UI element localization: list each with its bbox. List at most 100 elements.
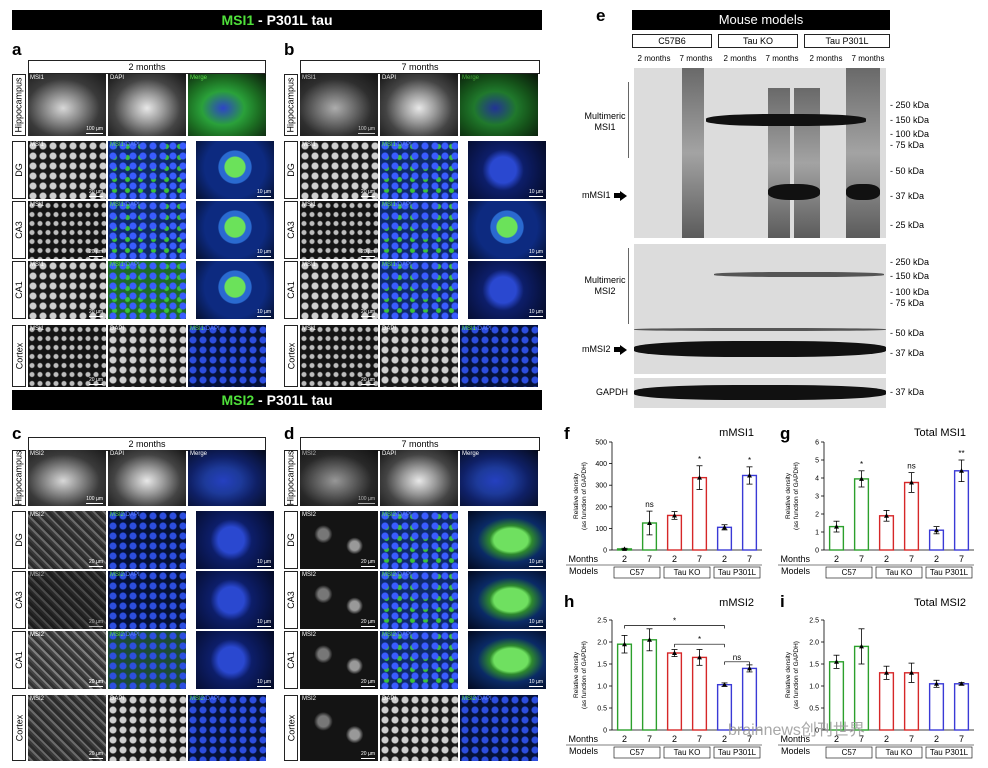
blot-msi2 bbox=[634, 244, 886, 374]
hippocampus-row: MSI1 100 µm DAPI Merge bbox=[28, 74, 266, 136]
model-group-label: Tau KO bbox=[886, 568, 913, 577]
months-label: Months bbox=[568, 734, 598, 744]
month-tick-label: 7 bbox=[859, 554, 864, 564]
y-tick-label: 100 bbox=[595, 526, 607, 533]
kda-marker: 37 kDa bbox=[890, 191, 925, 201]
micrograph: MSI1 20 µm bbox=[28, 261, 106, 319]
micrograph: 10 µm bbox=[468, 141, 546, 199]
y-axis-label-line: Relative density bbox=[785, 472, 792, 519]
blot-gapdh bbox=[634, 378, 886, 408]
micrograph: Merge bbox=[188, 74, 266, 136]
micrograph: DAPI bbox=[108, 450, 186, 506]
model-group-label: Tau P301L bbox=[930, 748, 969, 757]
data-point bbox=[747, 472, 752, 478]
data-point bbox=[909, 480, 914, 485]
data-point bbox=[672, 650, 677, 655]
micrograph: MSI1 20 µm bbox=[300, 201, 378, 259]
month-tick-label: 7 bbox=[747, 734, 752, 744]
bar bbox=[691, 656, 708, 731]
multimeric-msi2-label: Multimeric MSI2 bbox=[584, 275, 626, 296]
micrograph: MSI1/DAPI bbox=[108, 261, 186, 319]
model-group-label: C57 bbox=[630, 568, 645, 577]
kda-marker: 50 kDa bbox=[890, 166, 925, 176]
hippocampus-row: MSI2 100 µm DAPI Merge bbox=[28, 450, 266, 506]
month-tick-label: 7 bbox=[859, 734, 864, 744]
kda-marker: 75 kDa bbox=[890, 298, 925, 308]
model-group-box bbox=[613, 566, 661, 579]
region-label: CA3 bbox=[284, 571, 298, 629]
blot-msi1 bbox=[634, 68, 886, 238]
timepoint-box: 2 months bbox=[28, 437, 266, 451]
significance-label: ** bbox=[958, 449, 964, 458]
y-axis-label-line: Relative density bbox=[785, 651, 792, 698]
micrograph: MSI1 20 µm bbox=[300, 325, 378, 387]
data-point bbox=[859, 643, 864, 649]
models-label: Models bbox=[781, 746, 811, 756]
month-tick-label: 2 bbox=[934, 554, 939, 564]
y-axis-label-line: (as function of GAPDH) bbox=[793, 641, 800, 709]
d-region-grid: MSI2 20 µm MSI2/DAPI 10 µm MSI2 20 µm MSI2… bbox=[300, 511, 546, 689]
bar bbox=[641, 639, 658, 731]
micrograph: Merge bbox=[188, 450, 266, 506]
kda-marker: 37 kDa bbox=[890, 348, 925, 358]
month-tick-label: 2 bbox=[622, 554, 627, 564]
month-tick-label: 7 bbox=[959, 554, 964, 564]
month-tick-label: 2 bbox=[884, 554, 889, 564]
data-point bbox=[934, 527, 939, 533]
y-tick-label: 0.5 bbox=[597, 706, 607, 713]
micrograph: MSI1 20 µm bbox=[28, 201, 106, 259]
multimeric-msi1-label: Multimeric MSI1 bbox=[584, 111, 626, 132]
kda-marker: 150 kDa bbox=[890, 115, 930, 125]
y-axis-label-line: (as function of GAPDH) bbox=[581, 641, 588, 709]
panel-label-b: b bbox=[284, 40, 295, 59]
y-axis-label: Relative density (as function of GAPDH) bbox=[573, 462, 588, 530]
chart-g: Total MSI1 Relative density (as function o… bbox=[778, 427, 974, 579]
y-tick-label: 400 bbox=[595, 461, 607, 468]
micrograph: MSI2/DAPI bbox=[108, 571, 186, 629]
panel-label-i: i bbox=[780, 592, 785, 611]
micrograph: Merge bbox=[460, 450, 538, 506]
micrograph: MSI1/DAPI bbox=[108, 201, 186, 259]
timepoint-box: 7 months bbox=[300, 437, 540, 451]
y-tick-label: 4 bbox=[815, 476, 819, 483]
model-group-label: Tau KO bbox=[674, 568, 701, 577]
month-tick-label: 2 bbox=[722, 734, 727, 744]
micrograph: 10 µm bbox=[196, 201, 274, 259]
mmsi2-label: mMSI2 bbox=[582, 344, 634, 355]
bar bbox=[928, 683, 945, 731]
chart-title: Total MSI1 bbox=[914, 427, 966, 439]
data-point bbox=[672, 512, 677, 518]
bar bbox=[878, 672, 895, 731]
data-point bbox=[722, 524, 727, 530]
micrograph: 10 µm bbox=[196, 261, 274, 319]
micrograph: DAPI bbox=[380, 695, 458, 761]
micrograph: 10 µm bbox=[468, 201, 546, 259]
y-tick-label: 1 bbox=[815, 530, 819, 537]
bracket-msi2 bbox=[628, 248, 629, 324]
y-tick-label: 0 bbox=[603, 728, 607, 735]
lane-month-label: 7 months bbox=[765, 54, 799, 63]
y-tick-label: 1.0 bbox=[597, 684, 607, 691]
kda-marker: 50 kDa bbox=[890, 328, 925, 338]
model-group-box bbox=[875, 746, 923, 759]
months-label: Months bbox=[780, 554, 810, 564]
micrograph: MSI1 100 µm bbox=[28, 74, 106, 136]
y-tick-label: 0 bbox=[815, 728, 819, 735]
micrograph: MSI2/DAPI bbox=[188, 695, 266, 761]
region-label: CA1 bbox=[284, 261, 298, 319]
model-group-box bbox=[925, 566, 973, 579]
region-label: CA3 bbox=[284, 201, 298, 259]
banner-protein: MSI1 bbox=[221, 12, 255, 28]
data-point bbox=[909, 670, 914, 675]
data-point bbox=[884, 670, 889, 675]
y-tick-label: 2.5 bbox=[597, 618, 607, 625]
micrograph: MSI2 100 µm bbox=[28, 450, 106, 506]
significance-label: ns bbox=[733, 653, 741, 662]
micrograph: DAPI bbox=[380, 325, 458, 387]
month-tick-label: 2 bbox=[934, 734, 939, 744]
data-point bbox=[959, 468, 964, 473]
panel-label-g: g bbox=[780, 424, 791, 443]
month-tick-label: 2 bbox=[722, 554, 727, 564]
model-box: Tau P301L bbox=[804, 34, 890, 48]
bar bbox=[666, 652, 683, 731]
